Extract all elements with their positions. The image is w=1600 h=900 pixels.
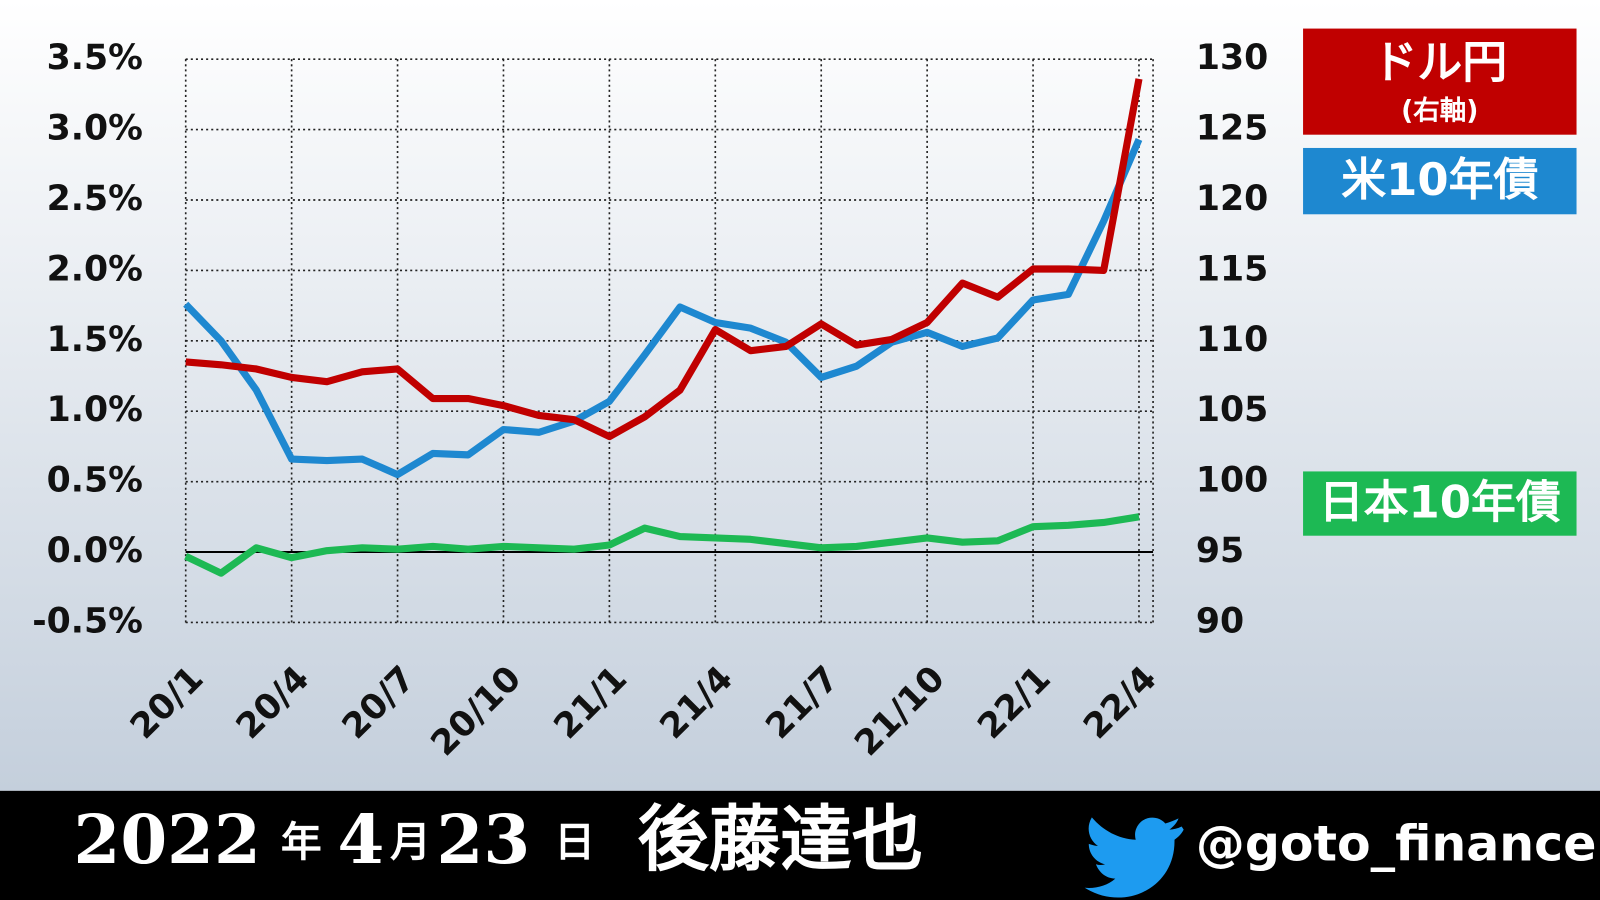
footer-band bbox=[0, 790, 1600, 900]
y-tick-label: 2.0% bbox=[47, 249, 143, 289]
legend-note: (右軸) bbox=[1401, 96, 1478, 127]
y2-tick-label: 105 bbox=[1196, 390, 1268, 430]
y2-tick-label: 120 bbox=[1196, 179, 1268, 219]
year-unit: 年 bbox=[281, 817, 322, 865]
legend-swatch bbox=[1303, 471, 1577, 536]
y2-tick-label: 100 bbox=[1196, 461, 1268, 501]
y-tick-label: 1.5% bbox=[47, 320, 143, 360]
legend-label: ドル円 bbox=[1372, 35, 1507, 88]
y2-tick-label: 95 bbox=[1196, 531, 1244, 571]
y-tick-label: 0.5% bbox=[47, 461, 143, 501]
series-line bbox=[183, 138, 1143, 479]
year: 2022 bbox=[73, 799, 260, 878]
y-tick-label: 1.0% bbox=[47, 390, 143, 430]
y-tick-label: 3.5% bbox=[47, 38, 143, 78]
y2-tick-label: 115 bbox=[1196, 249, 1268, 289]
legend-swatch bbox=[1303, 28, 1577, 135]
y2-tick-label: 125 bbox=[1196, 109, 1268, 149]
y-tick-label: -0.5% bbox=[32, 601, 143, 641]
day: 23 bbox=[437, 799, 531, 878]
y2-tick-label: 110 bbox=[1196, 320, 1268, 360]
twitter-icon bbox=[1084, 817, 1184, 898]
series-line bbox=[184, 513, 1140, 577]
footer-date: 2022 年 4 月 23 日 後藤達也 bbox=[73, 796, 923, 880]
month: 4 bbox=[338, 799, 385, 878]
y-tick-label: 3.0% bbox=[47, 109, 143, 149]
author: 後藤達也 bbox=[638, 796, 924, 880]
legend-label: 日本10年債 bbox=[1319, 476, 1561, 529]
y-tick-label: 0.0% bbox=[47, 531, 143, 571]
handle: @goto_finance bbox=[1196, 815, 1597, 872]
y2-tick-label: 130 bbox=[1196, 38, 1268, 78]
y-tick-label: 2.5% bbox=[47, 179, 143, 219]
month-unit: 月 bbox=[390, 817, 431, 865]
day-unit: 日 bbox=[554, 817, 595, 865]
legend-swatch bbox=[1303, 147, 1577, 215]
series-line bbox=[185, 78, 1143, 441]
y2-tick-label: 90 bbox=[1196, 601, 1244, 641]
legend-label: 米10年債 bbox=[1341, 153, 1538, 206]
